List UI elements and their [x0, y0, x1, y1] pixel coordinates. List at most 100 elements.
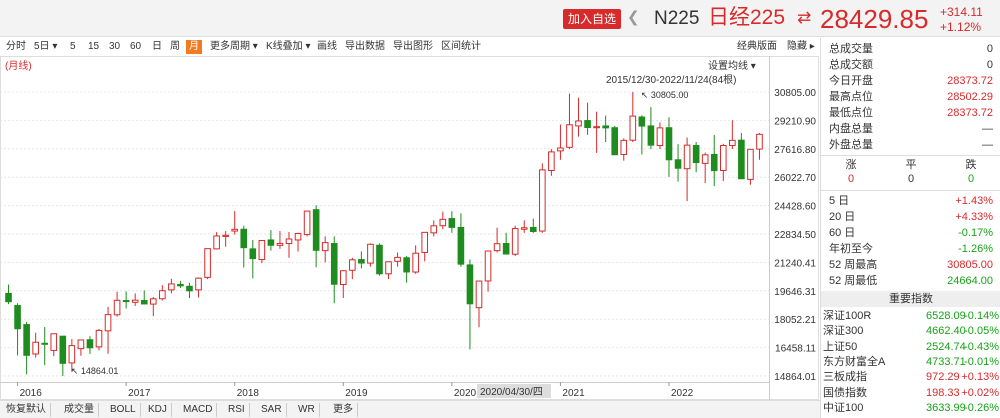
candle-body[interactable]: [231, 228, 239, 232]
candle-body[interactable]: [674, 159, 682, 169]
candle-body[interactable]: [77, 339, 85, 350]
candle-body[interactable]: [258, 240, 266, 261]
candle-body[interactable]: [656, 127, 664, 147]
hide-panel-button[interactable]: 隐藏 ▸: [787, 41, 815, 52]
candle-body[interactable]: [683, 144, 691, 170]
more-periods-dropdown[interactable]: 更多周期 ▾: [210, 41, 258, 52]
candle-body[interactable]: [493, 243, 501, 252]
prev-arrow-icon[interactable]: ❮: [627, 9, 640, 26]
candle-body[interactable]: [140, 300, 148, 305]
candle-body[interactable]: [747, 148, 754, 180]
candle-body[interactable]: [95, 329, 103, 348]
classic-layout-button[interactable]: 经典版面: [737, 41, 777, 52]
candle-body[interactable]: [548, 151, 555, 171]
candle-body[interactable]: [14, 305, 21, 330]
tab-macd[interactable]: MACD: [179, 403, 218, 417]
candle-body[interactable]: [394, 256, 401, 262]
candle-body[interactable]: [330, 243, 338, 285]
candle-body[interactable]: [186, 285, 193, 292]
candle-body[interactable]: [222, 234, 229, 237]
index-row[interactable]: 国债指数 198.33 +0.02%: [821, 386, 1000, 401]
index-row[interactable]: 深证300 4662.40 -0.05%: [821, 324, 1000, 339]
tab-reset-default[interactable]: 恢复默认: [2, 403, 51, 417]
draw-line-button[interactable]: 画线: [317, 41, 337, 52]
tab-rsi[interactable]: RSI: [224, 403, 250, 417]
candle-body[interactable]: [430, 225, 438, 234]
candle-body[interactable]: [312, 209, 320, 251]
candle-body[interactable]: [620, 139, 628, 155]
export-chart-button[interactable]: 导出图形: [393, 41, 433, 52]
candle-body[interactable]: [339, 270, 347, 285]
candle-body[interactable]: [385, 261, 392, 275]
candle-body[interactable]: [756, 133, 763, 150]
candle-body[interactable]: [113, 299, 121, 316]
candle-body[interactable]: [149, 298, 157, 305]
candle-body[interactable]: [466, 264, 474, 305]
candle-body[interactable]: [168, 283, 175, 291]
swap-icon[interactable]: ⇄: [797, 8, 812, 27]
candle-body[interactable]: [249, 248, 257, 260]
tab-5day[interactable]: 5日 ▾: [34, 41, 58, 52]
index-row[interactable]: 三板成指 972.29 +0.13%: [821, 370, 1000, 385]
candle-body[interactable]: [177, 283, 184, 287]
candle-body[interactable]: [647, 125, 655, 146]
tab-boll[interactable]: BOLL: [106, 403, 141, 417]
candle-body[interactable]: [5, 292, 12, 303]
candle-body[interactable]: [484, 250, 492, 282]
index-row[interactable]: 上证50 2524.74 -0.43%: [821, 340, 1000, 355]
index-row[interactable]: 东方财富全A 4733.71 -0.01%: [821, 355, 1000, 370]
ma-setting-dropdown[interactable]: 设置均线 ▾: [708, 61, 756, 72]
candle-body[interactable]: [376, 244, 383, 275]
candle-body[interactable]: [267, 239, 275, 246]
candle-body[interactable]: [557, 147, 564, 152]
tab-more[interactable]: 更多: [329, 403, 358, 417]
candle-body[interactable]: [285, 238, 293, 245]
candle-body[interactable]: [159, 290, 166, 300]
candle-body[interactable]: [294, 232, 302, 241]
candle-body[interactable]: [59, 335, 67, 364]
tab-volume[interactable]: 成交量: [60, 403, 99, 417]
candlestick-chart[interactable]: 30805.00 29210.90 27616.80 26022.70 24428.60…: [0, 56, 820, 400]
candle-body[interactable]: [240, 228, 248, 249]
candle-body[interactable]: [738, 139, 745, 180]
candle-body[interactable]: [665, 127, 673, 161]
candle-body[interactable]: [321, 242, 329, 252]
candle-body[interactable]: [729, 139, 736, 147]
candle-body[interactable]: [629, 115, 637, 141]
candle-body[interactable]: [276, 242, 284, 246]
candle-body[interactable]: [710, 153, 718, 172]
candle-body[interactable]: [584, 120, 591, 128]
candle-body[interactable]: [131, 299, 139, 303]
candle-body[interactable]: [439, 218, 447, 227]
candle-body[interactable]: [68, 345, 76, 364]
candle-body[interactable]: [32, 341, 39, 355]
candle-body[interactable]: [593, 126, 600, 129]
tab-15min[interactable]: 15: [88, 41, 100, 52]
candle-body[interactable]: [195, 277, 202, 291]
candle-body[interactable]: [529, 226, 537, 232]
candle-body[interactable]: [421, 231, 429, 253]
candle-body[interactable]: [122, 300, 130, 303]
candle-body[interactable]: [412, 252, 419, 273]
tab-wr[interactable]: WR: [294, 403, 320, 417]
tab-weekly[interactable]: 周: [170, 41, 180, 52]
candle-body[interactable]: [104, 314, 112, 332]
tab-30min[interactable]: 30: [109, 41, 121, 52]
tab-daily[interactable]: 日: [152, 41, 162, 52]
index-row[interactable]: 深证100R 6528.09 -0.14%: [821, 309, 1000, 324]
candle-body[interactable]: [502, 243, 510, 255]
tab-kdj[interactable]: KDJ: [144, 403, 172, 417]
candle-body[interactable]: [50, 333, 58, 351]
candle-body[interactable]: [23, 324, 30, 356]
candle-body[interactable]: [638, 116, 646, 127]
candle-body[interactable]: [41, 342, 49, 345]
add-watchlist-button[interactable]: 加入自选: [563, 9, 621, 29]
candle-body[interactable]: [611, 127, 619, 156]
candle-body[interactable]: [475, 280, 483, 309]
candle-body[interactable]: [520, 227, 528, 230]
kline-overlay-dropdown[interactable]: K线叠加 ▾: [266, 41, 311, 52]
candle-body[interactable]: [511, 228, 519, 255]
candle-body[interactable]: [457, 226, 465, 265]
candle-body[interactable]: [213, 235, 220, 250]
candle-body[interactable]: [303, 210, 311, 236]
